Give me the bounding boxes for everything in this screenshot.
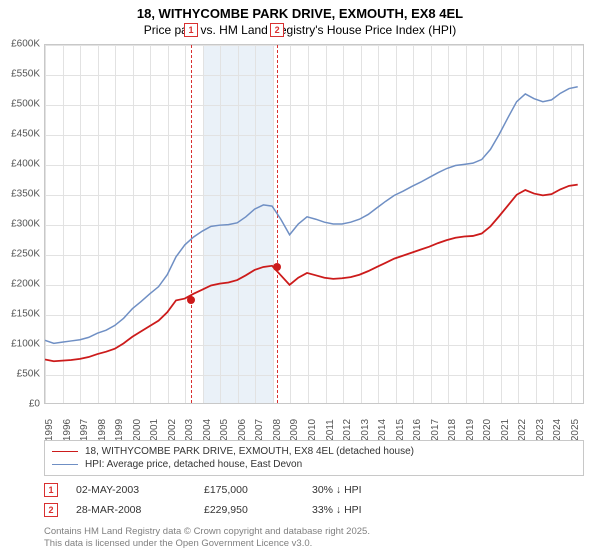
- x-tick-label: 1998: [97, 419, 108, 441]
- y-tick-label: £50K: [17, 369, 40, 380]
- event-diff: 30% ↓ HPI: [312, 484, 402, 496]
- x-tick-label: 2008: [272, 419, 283, 441]
- x-tick-label: 2012: [342, 419, 353, 441]
- x-tick-label: 2004: [202, 419, 213, 441]
- y-tick-label: £600K: [11, 39, 40, 50]
- legend-label-hpi: HPI: Average price, detached house, East…: [85, 459, 302, 470]
- event-number-box: 2: [44, 503, 58, 517]
- x-tick-label: 2018: [447, 419, 458, 441]
- x-tick-label: 2023: [535, 419, 546, 441]
- event-row: 2 28-MAR-2008 £229,950 33% ↓ HPI: [44, 500, 584, 520]
- x-axis: 1995199619971998199920002001200220032004…: [44, 406, 584, 436]
- x-tick-label: 1996: [62, 419, 73, 441]
- x-tick-label: 1995: [44, 419, 55, 441]
- event-date: 28-MAR-2008: [76, 504, 186, 516]
- legend-row-property: 18, WITHYCOMBE PARK DRIVE, EXMOUTH, EX8 …: [52, 445, 576, 458]
- event-row: 1 02-MAY-2003 £175,000 30% ↓ HPI: [44, 480, 584, 500]
- event-marker: 2: [270, 23, 284, 37]
- x-tick-label: 2006: [237, 419, 248, 441]
- y-tick-label: £150K: [11, 309, 40, 320]
- x-tick-label: 2011: [325, 419, 336, 441]
- event-marker: 1: [184, 23, 198, 37]
- x-tick-label: 1997: [79, 419, 90, 441]
- chart-plot-area: 12: [44, 44, 584, 404]
- x-tick-label: 2017: [430, 419, 441, 441]
- y-tick-label: £100K: [11, 339, 40, 350]
- x-tick-label: 2025: [570, 419, 581, 441]
- x-tick-label: 2020: [482, 419, 493, 441]
- x-tick-label: 2013: [360, 419, 371, 441]
- footnote: Contains HM Land Registry data © Crown c…: [44, 526, 584, 550]
- x-tick-label: 2002: [167, 419, 178, 441]
- x-tick-label: 2007: [254, 419, 265, 441]
- series-property: [45, 185, 578, 362]
- x-tick-label: 2015: [395, 419, 406, 441]
- legend-swatch-hpi: [52, 464, 78, 465]
- x-tick-label: 2022: [517, 419, 528, 441]
- legend-swatch-property: [52, 451, 78, 452]
- y-tick-label: £300K: [11, 219, 40, 230]
- y-tick-label: £400K: [11, 159, 40, 170]
- event-price: £229,950: [204, 504, 294, 516]
- y-tick-label: £500K: [11, 99, 40, 110]
- x-tick-label: 2021: [500, 419, 511, 441]
- series-hpi: [45, 87, 578, 344]
- x-tick-label: 2003: [184, 419, 195, 441]
- x-tick-label: 1999: [114, 419, 125, 441]
- y-tick-label: £0: [29, 399, 40, 410]
- event-price: £175,000: [204, 484, 294, 496]
- line-series-svg: [45, 45, 583, 403]
- footnote-line-1: Contains HM Land Registry data © Crown c…: [44, 526, 584, 538]
- x-tick-label: 2010: [307, 419, 318, 441]
- event-date: 02-MAY-2003: [76, 484, 186, 496]
- y-tick-label: £350K: [11, 189, 40, 200]
- x-tick-label: 2016: [412, 419, 423, 441]
- legend: 18, WITHYCOMBE PARK DRIVE, EXMOUTH, EX8 …: [44, 440, 584, 476]
- legend-label-property: 18, WITHYCOMBE PARK DRIVE, EXMOUTH, EX8 …: [85, 446, 414, 457]
- x-tick-label: 2005: [219, 419, 230, 441]
- x-tick-label: 2001: [149, 419, 160, 441]
- chart-subtitle: Price paid vs. HM Land Registry's House …: [0, 22, 600, 37]
- y-axis: £0£50K£100K£150K£200K£250K£300K£350K£400…: [0, 44, 42, 404]
- x-tick-label: 2000: [132, 419, 143, 441]
- event-number-box: 1: [44, 483, 58, 497]
- y-tick-label: £450K: [11, 129, 40, 140]
- event-diff: 33% ↓ HPI: [312, 504, 402, 516]
- footnote-line-2: This data is licensed under the Open Gov…: [44, 538, 584, 550]
- x-tick-label: 2019: [465, 419, 476, 441]
- y-tick-label: £250K: [11, 249, 40, 260]
- x-tick-label: 2024: [552, 419, 563, 441]
- x-tick-label: 2009: [289, 419, 300, 441]
- y-tick-label: £200K: [11, 279, 40, 290]
- legend-row-hpi: HPI: Average price, detached house, East…: [52, 458, 576, 471]
- chart-title-address: 18, WITHYCOMBE PARK DRIVE, EXMOUTH, EX8 …: [0, 0, 600, 22]
- sale-events-table: 1 02-MAY-2003 £175,000 30% ↓ HPI 2 28-MAR-200…: [44, 480, 584, 520]
- y-tick-label: £550K: [11, 69, 40, 80]
- x-tick-label: 2014: [377, 419, 388, 441]
